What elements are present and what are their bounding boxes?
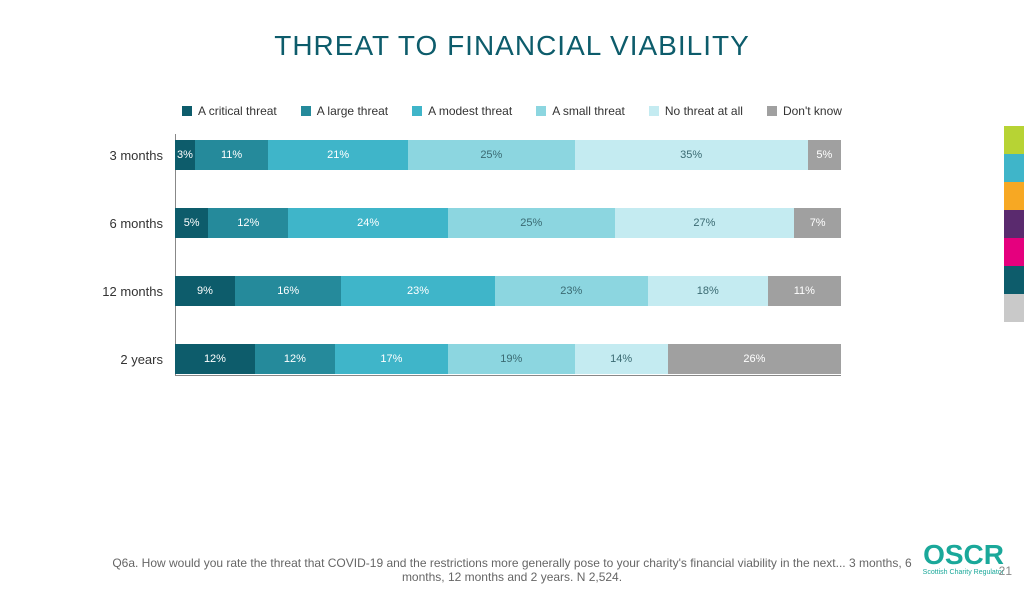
legend-item: A critical threat xyxy=(182,104,277,118)
stacked-bar: 3%11%21%25%35%5% xyxy=(175,140,841,170)
bar-segment: 7% xyxy=(794,208,841,238)
bar-segment: 27% xyxy=(615,208,795,238)
palette-swatch xyxy=(1004,154,1024,182)
legend-swatch xyxy=(182,106,192,116)
palette-swatch xyxy=(1004,238,1024,266)
chart-row: 2 years12%12%17%19%14%26% xyxy=(175,344,841,374)
bar-segment: 14% xyxy=(575,344,668,374)
bar-segment: 26% xyxy=(668,344,841,374)
legend-item: No threat at all xyxy=(649,104,743,118)
bar-segment: 25% xyxy=(448,208,615,238)
bar-segment: 19% xyxy=(448,344,575,374)
legend-item: A modest threat xyxy=(412,104,512,118)
palette-swatch xyxy=(1004,126,1024,154)
chart-row: 12 months9%16%23%23%18%11% xyxy=(175,276,841,306)
legend-label: A modest threat xyxy=(428,104,512,118)
legend-swatch xyxy=(412,106,422,116)
bar-segment: 16% xyxy=(235,276,342,306)
legend-label: A large threat xyxy=(317,104,388,118)
bar-segment: 3% xyxy=(175,140,195,170)
stacked-bar: 9%16%23%23%18%11% xyxy=(175,276,841,306)
side-color-palette xyxy=(1004,126,1024,322)
bar-segment: 11% xyxy=(768,276,841,306)
palette-swatch xyxy=(1004,266,1024,294)
legend-swatch xyxy=(301,106,311,116)
chart-row: 6 months5%12%24%25%27%7% xyxy=(175,208,841,238)
row-label: 12 months xyxy=(55,284,175,299)
bar-segment: 12% xyxy=(175,344,255,374)
y-axis-line xyxy=(175,134,176,376)
chart-legend: A critical threat A large threat A modest … xyxy=(0,104,1024,118)
bar-segment: 5% xyxy=(175,208,208,238)
legend-item: A small threat xyxy=(536,104,625,118)
row-label: 6 months xyxy=(55,216,175,231)
bar-segment: 24% xyxy=(288,208,448,238)
legend-item: Don't know xyxy=(767,104,842,118)
bar-segment: 18% xyxy=(648,276,768,306)
bar-segment: 35% xyxy=(575,140,808,170)
bar-segment: 12% xyxy=(255,344,335,374)
legend-item: A large threat xyxy=(301,104,388,118)
bar-segment: 12% xyxy=(208,208,288,238)
legend-label: Don't know xyxy=(783,104,842,118)
bar-segment: 23% xyxy=(495,276,648,306)
stacked-bar: 12%12%17%19%14%26% xyxy=(175,344,841,374)
chart-row: 3 months3%11%21%25%35%5% xyxy=(175,140,841,170)
bar-segment: 25% xyxy=(408,140,575,170)
row-label: 2 years xyxy=(55,352,175,367)
bar-segment: 21% xyxy=(268,140,408,170)
palette-swatch xyxy=(1004,210,1024,238)
legend-swatch xyxy=(536,106,546,116)
chart-footnote: Q6a. How would you rate the threat that … xyxy=(0,556,1024,584)
page-title: THREAT TO FINANCIAL VIABILITY xyxy=(0,30,1024,62)
stacked-bar-chart: 3 months3%11%21%25%35%5%6 months5%12%24%… xyxy=(175,140,841,374)
x-axis-line xyxy=(175,375,841,376)
bar-segment: 17% xyxy=(335,344,448,374)
bar-segment: 9% xyxy=(175,276,235,306)
bar-segment: 23% xyxy=(341,276,494,306)
legend-label: A small threat xyxy=(552,104,625,118)
legend-swatch xyxy=(649,106,659,116)
palette-swatch xyxy=(1004,294,1024,322)
palette-swatch xyxy=(1004,182,1024,210)
stacked-bar: 5%12%24%25%27%7% xyxy=(175,208,841,238)
bar-segment: 5% xyxy=(808,140,841,170)
row-label: 3 months xyxy=(55,148,175,163)
legend-swatch xyxy=(767,106,777,116)
legend-label: No threat at all xyxy=(665,104,743,118)
bar-segment: 11% xyxy=(195,140,268,170)
legend-label: A critical threat xyxy=(198,104,277,118)
